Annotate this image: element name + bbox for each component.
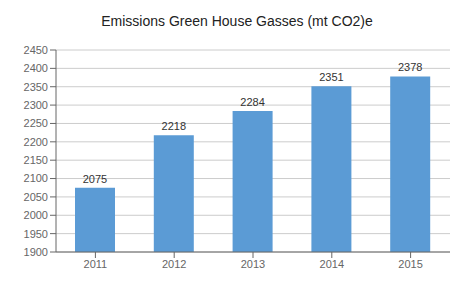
svg-text:2351: 2351 [319, 71, 343, 83]
svg-text:2000: 2000 [24, 209, 48, 221]
svg-text:2100: 2100 [24, 172, 48, 184]
svg-text:2050: 2050 [24, 191, 48, 203]
svg-text:2012: 2012 [162, 258, 186, 270]
svg-text:1900: 1900 [24, 246, 48, 258]
svg-text:1950: 1950 [24, 228, 48, 240]
svg-text:2011: 2011 [84, 258, 108, 270]
svg-text:2350: 2350 [24, 81, 48, 93]
svg-text:2300: 2300 [24, 99, 48, 111]
svg-text:2284: 2284 [240, 96, 264, 108]
svg-text:2075: 2075 [83, 173, 107, 185]
svg-text:2200: 2200 [24, 136, 48, 148]
svg-text:2014: 2014 [320, 258, 344, 270]
svg-text:2250: 2250 [24, 117, 48, 129]
svg-text:2013: 2013 [241, 258, 265, 270]
html-text:Emissions Green House Gasses (: Emissions Green House Gasses (mt CO2)e [101, 13, 373, 29]
svg-text:2218: 2218 [162, 120, 186, 132]
svg-text:2150: 2150 [24, 154, 48, 166]
svg-text:2378: 2378 [398, 61, 422, 73]
svg-text:2450: 2450 [24, 44, 48, 56]
svg-text:2400: 2400 [24, 62, 48, 74]
svg-text:2015: 2015 [398, 258, 422, 270]
